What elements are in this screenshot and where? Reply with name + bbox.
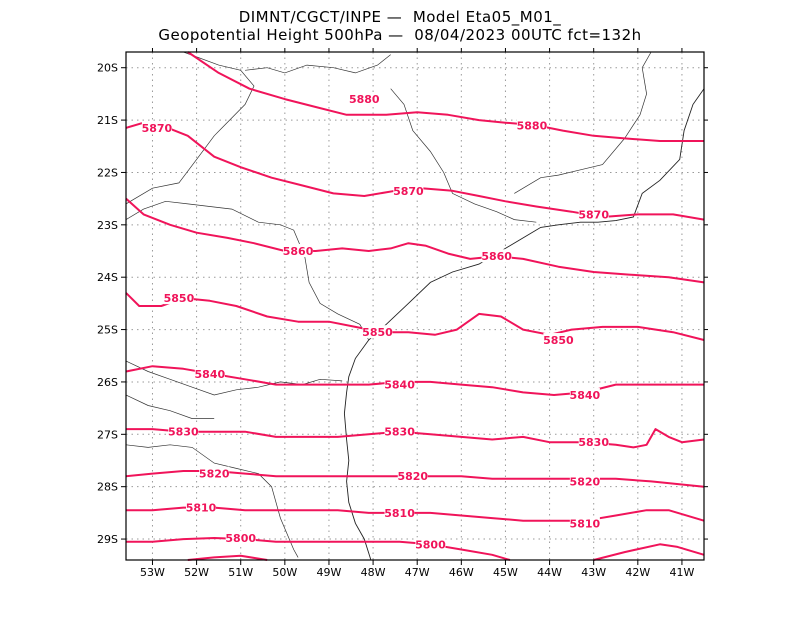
x-tick-label: 51W <box>228 566 253 579</box>
x-tick-label: 48W <box>361 566 386 579</box>
contour-label: 5870 <box>578 208 609 221</box>
contour-label: 5820 <box>397 470 428 483</box>
x-tick-label: 43W <box>581 566 606 579</box>
contour-label: 5830 <box>578 436 609 449</box>
contour-label-bg <box>141 120 172 134</box>
contour-label: 5820 <box>570 475 601 488</box>
contour-label-bg <box>168 424 199 438</box>
contour-label-bg <box>199 466 230 480</box>
contour-5790 <box>187 554 268 561</box>
state-border <box>390 88 537 223</box>
contour-label: 5820 <box>199 468 230 481</box>
contour-label-bg <box>384 377 415 391</box>
contour-label-bg <box>543 333 574 347</box>
contour-label: 5850 <box>543 334 574 347</box>
x-tick-label: 46W <box>449 566 474 579</box>
contour-label-bg <box>569 516 600 530</box>
x-tick-label: 47W <box>405 566 430 579</box>
contour-5880 <box>187 51 704 142</box>
contour-label: 5800 <box>225 532 256 545</box>
contour-label: 5870 <box>393 185 424 198</box>
y-tick-label: 26S <box>97 376 118 389</box>
contour-lines <box>125 51 705 561</box>
axis-ticks: 53W 52W 51W 50W 49W 48W 47W 46W 45W 44W 43W 42W 41W 2… <box>97 48 708 579</box>
contour-label: 5830 <box>384 426 415 439</box>
contour-label: 5830 <box>168 426 199 439</box>
contour-label: 5850 <box>164 292 195 305</box>
contour-label: 5840 <box>570 389 601 402</box>
contour-label-bg <box>384 505 415 519</box>
coastline-and-borders <box>125 51 705 561</box>
contour-5800 <box>126 537 511 561</box>
gridlines <box>126 52 704 560</box>
contour-5810 <box>126 506 705 522</box>
contour-label-bg <box>349 92 380 106</box>
y-tick-label: 23S <box>97 219 118 232</box>
contour-label: 5810 <box>384 507 415 520</box>
title-line-2: Geopotential Height 500hPa — 08/04/2023 … <box>158 26 642 44</box>
contour-label-bg <box>397 469 428 483</box>
contour-5790 <box>593 543 705 561</box>
y-tick-label: 20S <box>97 62 118 75</box>
contour-label: 5800 <box>415 538 446 551</box>
state-border <box>125 51 255 205</box>
contour-label-bg <box>569 474 600 488</box>
contour-label-bg <box>516 118 547 132</box>
state-border <box>125 444 299 558</box>
contour-label: 5810 <box>186 502 217 515</box>
contour-label-bg <box>384 424 415 438</box>
contour-label-bg <box>225 531 256 545</box>
y-tick-label: 28S <box>97 481 118 494</box>
x-tick-label: 53W <box>140 566 165 579</box>
contour-label: 5860 <box>283 245 314 258</box>
y-tick-label: 24S <box>97 271 118 284</box>
title-line-1: DIMNT/CGCT/INPE — Model Eta05_M01_ <box>238 8 562 26</box>
state-border <box>514 51 652 194</box>
contour-label-bg <box>163 291 194 305</box>
contour-labels: 5880 5880 5870 5870 5870 5860 5860 5850 5850 5850… <box>141 92 609 551</box>
contour-label-bg <box>186 500 217 514</box>
contour-label: 5840 <box>195 368 226 381</box>
x-tick-label: 42W <box>625 566 650 579</box>
contour-label: 5870 <box>142 122 173 135</box>
y-tick-label: 25S <box>97 324 118 337</box>
x-tick-label: 41W <box>670 566 695 579</box>
contour-label-bg <box>283 244 314 258</box>
x-tick-label: 45W <box>493 566 518 579</box>
contour-label: 5840 <box>384 379 415 392</box>
contour-label: 5880 <box>517 119 548 132</box>
contour-label-bg <box>569 388 600 402</box>
contour-label-bg <box>415 537 446 551</box>
contour-5850 <box>125 292 705 341</box>
state-border <box>245 54 391 74</box>
x-tick-label: 49W <box>317 566 342 579</box>
contour-label: 5850 <box>362 326 393 339</box>
contour-label-bg <box>481 249 512 263</box>
plot-frame <box>125 51 705 561</box>
contour-5830 <box>126 428 705 449</box>
y-tick-label: 22S <box>97 166 118 179</box>
contour-label-bg <box>578 207 609 221</box>
contour-label-bg <box>194 367 225 381</box>
state-border <box>125 360 343 396</box>
state-border <box>125 200 370 341</box>
x-tick-label: 50W <box>272 566 297 579</box>
y-tick-label: 27S <box>97 428 118 441</box>
contour-label: 5810 <box>570 517 601 530</box>
contour-label: 5880 <box>349 93 380 106</box>
x-tick-label: 44W <box>537 566 562 579</box>
contour-label-bg <box>362 325 393 339</box>
contour-5860 <box>125 197 705 284</box>
x-tick-label: 52W <box>184 566 209 579</box>
map-title: DIMNT/CGCT/INPE — Model Eta05_M01_ Geopo… <box>0 8 800 44</box>
coastline <box>343 88 705 561</box>
state-border <box>125 394 215 419</box>
y-tick-label: 21S <box>97 114 118 127</box>
contour-label: 5860 <box>481 250 512 263</box>
y-tick-label: 29S <box>97 533 118 546</box>
contour-label-bg <box>578 435 609 449</box>
contour-label-bg <box>393 183 424 197</box>
